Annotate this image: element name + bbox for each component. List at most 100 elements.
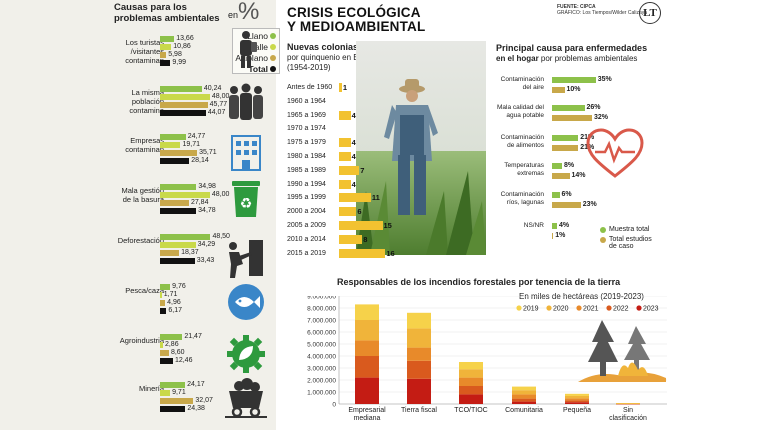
bar-value-label: 40,24: [203, 85, 222, 92]
colony-period-label: 2000 a 2004: [287, 208, 326, 216]
stacked-bar-2020: [407, 328, 431, 348]
disease-value-label: 23%: [582, 201, 597, 208]
colony-bar: [339, 152, 351, 161]
bar-value-label: 13,66: [176, 35, 194, 42]
deforestation-icon: [222, 240, 270, 278]
disease-value-label: 26%: [586, 104, 601, 111]
bar-value-label: 34,98: [198, 183, 216, 190]
bar-value-label: 44,07: [207, 109, 226, 116]
disease-value-label: 4%: [559, 222, 570, 229]
legend-item-llano: Llano: [247, 31, 276, 41]
disease-value-label: 8%: [564, 162, 575, 169]
category-label-line: de la basura: [122, 195, 164, 204]
bar-value-label: 33,43: [196, 257, 215, 264]
colony-value-label: 4: [351, 152, 356, 161]
burning-trees-icon: [578, 312, 666, 387]
stacked-bar-2023: [512, 401, 536, 404]
fire-legend-label: 2023: [643, 306, 659, 313]
fire-legend-label: 2020: [553, 306, 569, 313]
bar-altiplano: [160, 52, 167, 58]
bar-value-label: 27,84: [190, 199, 209, 206]
disease-bar-estudios: [552, 115, 592, 121]
bar-total: [160, 308, 167, 314]
disease-label-line: extremas: [517, 170, 544, 177]
colony-bar: [339, 234, 363, 244]
y-tick-label: 5.000.000: [307, 342, 336, 349]
x-category-label: Comunitaria: [505, 407, 543, 414]
bar-llano: [160, 184, 197, 190]
category-label-line: contaminan: [125, 56, 164, 65]
y-tick-label: 6.000.000: [307, 330, 336, 337]
bar-altiplano: [160, 300, 166, 306]
legend-dot: [270, 33, 276, 39]
legend-item-altiplano: Altiplano: [235, 53, 276, 63]
category-label-line: /visitantes: [130, 47, 164, 56]
category-label: La misma población contamina: [44, 88, 164, 115]
bar-altiplano: [160, 150, 198, 156]
colony-value-label: 4: [351, 110, 356, 120]
colony-bar: [339, 193, 371, 203]
stacked-bar-2021: [512, 394, 536, 399]
disease-value-label: 21%: [580, 134, 595, 141]
stacked-bar-2023: [565, 402, 589, 404]
colonies-title: Nuevas colonias menonitas: [287, 42, 406, 52]
bar-value-label: 24,77: [187, 133, 206, 140]
fire-legend-label: 2022: [613, 306, 629, 313]
y-tick-label: 8.000.000: [307, 306, 336, 313]
bar-value-label: 9,99: [172, 59, 186, 66]
bar-llano: [160, 86, 202, 92]
colony-period-label: 1970 a 1974: [287, 125, 326, 133]
gear-leaf-icon: [222, 335, 270, 373]
bar-value-label: 24,38: [187, 405, 205, 412]
x-category-label: Tierra fiscal: [401, 407, 437, 414]
bar-llano: [160, 234, 211, 240]
bar-llano: [160, 382, 186, 388]
legend-item-total: Total: [248, 64, 276, 74]
category-label-line: Pesca/caza: [125, 286, 164, 295]
category-label-line: Empresas: [130, 136, 164, 145]
colony-period-label: 1990 a 1994: [287, 180, 326, 188]
category-label: Agroindustria: [44, 336, 164, 345]
disease-category-label: Temperaturas extremas: [464, 162, 544, 178]
colony-period-label: 1960 a 1964: [287, 97, 326, 105]
stacked-bar-2022: [355, 356, 379, 378]
bar-value-label: 48,50: [212, 233, 230, 240]
disease-bar-estudios: [552, 87, 565, 93]
colony-period-label: 2015 a 2019: [287, 249, 326, 257]
bar-value-label: 18,37: [181, 249, 199, 256]
bar-total: [160, 358, 173, 364]
legend-dot: [600, 226, 606, 233]
disease-category-label: Mala calidad del agua potable: [464, 104, 544, 120]
disease-category-label: NS/NR: [464, 222, 544, 230]
bar-altiplano: [160, 200, 189, 206]
disease-label-line: NS/NR: [523, 222, 544, 229]
x-category-label: Empresarial: [348, 407, 386, 414]
disease-bar-muestra: [552, 223, 557, 229]
legend-estudios-caso: Total estudios de caso: [600, 236, 652, 250]
stacked-bar-2023: [459, 394, 483, 404]
fires-title: Responsables de los incendios forestales…: [337, 277, 621, 287]
bar-value-label: 6,17: [168, 307, 183, 314]
colony-value-label: 7: [360, 165, 365, 175]
colony-value-label: 6: [357, 207, 362, 217]
disease-label-line: Contaminación: [500, 191, 544, 198]
bar-llano: [160, 284, 171, 290]
colony-period-label: 2010 a 2014: [287, 235, 326, 243]
stacked-bar-2020: [459, 369, 483, 378]
svg-text:♻: ♻: [240, 196, 253, 212]
fires-subtitle: En miles de hectáreas (2019-2023): [519, 292, 644, 301]
trash-bin-icon: ♻: [222, 180, 270, 217]
category-label-line: contamina: [129, 106, 164, 115]
disease-category-label: Contaminación de alimentos: [464, 134, 544, 150]
bar-value-label: 24,17: [187, 381, 205, 388]
stacked-bar-2022: [512, 398, 536, 402]
stacked-bar-2022: [407, 360, 431, 379]
disease-label-line: de alimentos: [507, 142, 544, 149]
category-label-line: Minería: [138, 384, 164, 393]
stacked-bar-2020: [355, 320, 379, 341]
disease-value-label: 14%: [571, 172, 586, 179]
stacked-bar-2021: [459, 377, 483, 386]
category-label: Minería: [44, 384, 164, 393]
stacked-bar-2019: [355, 304, 379, 320]
colony-bar: [339, 165, 360, 175]
